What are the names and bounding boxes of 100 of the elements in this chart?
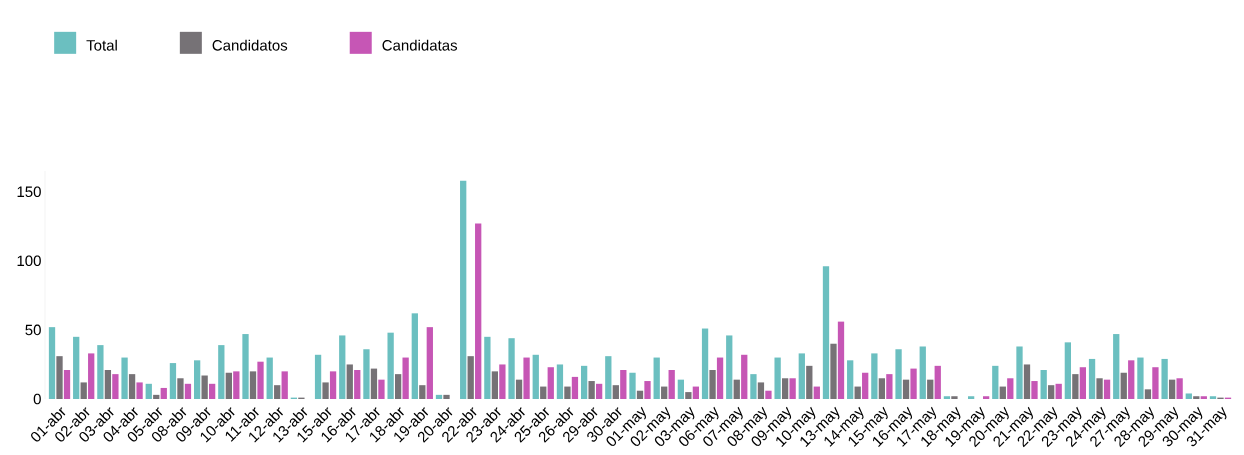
bar (314, 354, 322, 399)
bar (1096, 378, 1103, 399)
bar (661, 386, 668, 399)
bar (927, 379, 934, 399)
bar (104, 369, 112, 399)
bar (556, 364, 564, 399)
bar (878, 378, 886, 399)
bar (605, 356, 612, 399)
bar (837, 321, 845, 399)
bar (1023, 364, 1031, 399)
bar (532, 354, 539, 399)
bar (757, 382, 765, 399)
bar (789, 378, 796, 399)
bar (443, 394, 450, 399)
bar (1193, 396, 1200, 399)
bar (620, 369, 627, 399)
bar (56, 356, 63, 399)
bar (249, 371, 257, 399)
bar (540, 386, 547, 399)
bar (508, 338, 515, 399)
bar (571, 376, 579, 399)
bar (1040, 369, 1047, 399)
bar (612, 385, 619, 399)
bar (919, 346, 926, 399)
bar (806, 365, 813, 399)
bar (177, 378, 184, 399)
bar (394, 374, 402, 399)
bar (1103, 379, 1111, 399)
bar (160, 387, 167, 399)
bar (136, 382, 143, 399)
bar (339, 335, 346, 399)
bar (73, 336, 80, 399)
bar (419, 385, 426, 399)
bar (822, 266, 830, 399)
bar (322, 382, 329, 399)
bar (847, 360, 854, 399)
bar (547, 367, 554, 399)
bar (813, 386, 820, 399)
y-tick-label: 100 (17, 255, 41, 267)
bar (910, 368, 917, 399)
bar (354, 369, 361, 399)
bar (153, 394, 160, 399)
bar (992, 365, 999, 399)
bar (208, 383, 216, 399)
legend-label: Candidatas (382, 39, 458, 51)
bar (484, 336, 491, 399)
bar (80, 382, 87, 399)
bar (281, 371, 288, 399)
y-tick-label: 150 (17, 186, 41, 198)
bar (257, 361, 264, 399)
bar (967, 396, 975, 399)
bar (733, 379, 740, 399)
bar (193, 360, 201, 399)
bar (1064, 342, 1072, 399)
bar (121, 357, 128, 399)
bar (387, 332, 394, 399)
bar (629, 372, 636, 399)
bar (1088, 358, 1096, 399)
bar (588, 381, 595, 399)
bar (378, 379, 385, 399)
bar (1137, 357, 1144, 399)
bar (644, 381, 651, 399)
bar (242, 334, 249, 399)
bar (1048, 385, 1055, 399)
bar (1113, 334, 1120, 399)
legend-label: Candidatos (212, 39, 288, 51)
bar (411, 313, 418, 399)
bar (491, 371, 499, 399)
bar (677, 379, 685, 399)
bar (48, 327, 56, 399)
bar (363, 349, 370, 399)
bar (886, 374, 893, 399)
bar (934, 365, 941, 399)
bar (653, 357, 660, 399)
bar (467, 356, 474, 399)
bar (716, 357, 724, 399)
bar (1007, 378, 1014, 399)
bar (999, 386, 1006, 399)
bar (145, 383, 152, 399)
bar (750, 374, 757, 399)
bar (1016, 346, 1023, 399)
bar (668, 369, 675, 399)
bar (1176, 378, 1183, 399)
bar (580, 365, 588, 399)
bar (499, 364, 506, 399)
bar (1072, 374, 1079, 399)
bar (225, 372, 232, 399)
bar (854, 386, 861, 399)
bar (1168, 379, 1176, 399)
bar (1031, 381, 1038, 399)
bar (1161, 358, 1168, 399)
bar (201, 375, 208, 399)
bar (709, 369, 716, 399)
bar (523, 357, 530, 399)
y-tick-label: 50 (25, 324, 41, 336)
bar (1144, 389, 1152, 399)
bar (1055, 383, 1062, 399)
bar (692, 386, 700, 399)
bar (1200, 396, 1207, 399)
bar (1209, 396, 1217, 399)
